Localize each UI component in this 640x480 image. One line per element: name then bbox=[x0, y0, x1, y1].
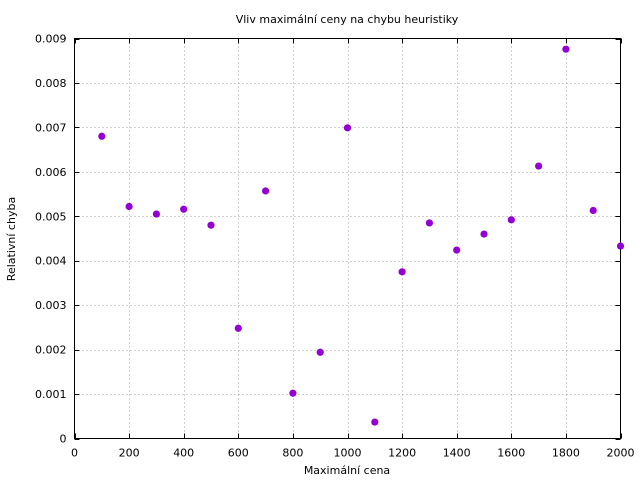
x-tick-label: 1800 bbox=[552, 447, 580, 460]
y-tick-label: 0.002 bbox=[35, 344, 67, 357]
chart-title: Vliv maximální ceny na chybu heuristiky bbox=[236, 13, 459, 26]
data-point bbox=[535, 162, 543, 170]
data-point bbox=[316, 348, 324, 356]
data-point bbox=[425, 219, 433, 227]
data-point bbox=[289, 389, 297, 397]
x-tick-label: 200 bbox=[119, 447, 140, 460]
tick-layer bbox=[74, 38, 622, 440]
x-tick-label: 0 bbox=[71, 447, 78, 460]
y-tick-label: 0.004 bbox=[35, 255, 67, 268]
y-tick-label: 0.009 bbox=[35, 33, 67, 46]
data-point bbox=[234, 324, 242, 332]
x-tick-label: 1000 bbox=[334, 447, 362, 460]
y-tick-label: 0.005 bbox=[35, 210, 67, 223]
x-tick-label: 1200 bbox=[388, 447, 416, 460]
data-point bbox=[152, 210, 160, 218]
data-point bbox=[262, 187, 270, 195]
data-point bbox=[616, 242, 625, 250]
data-point bbox=[480, 230, 488, 238]
y-tick-label: 0.007 bbox=[35, 121, 67, 134]
x-tick-label: 600 bbox=[228, 447, 249, 460]
x-tick-label: 1400 bbox=[443, 447, 471, 460]
data-points bbox=[98, 45, 625, 426]
data-point bbox=[589, 206, 597, 215]
data-point bbox=[398, 268, 406, 276]
x-tick-label: 800 bbox=[282, 447, 303, 460]
x-tick-label: 1600 bbox=[497, 447, 525, 460]
x-tick-label: 400 bbox=[173, 447, 194, 460]
y-tick-label: 0 bbox=[60, 433, 67, 446]
grid-layer bbox=[74, 38, 621, 439]
data-point bbox=[98, 132, 106, 140]
data-point bbox=[371, 418, 379, 426]
data-point bbox=[180, 205, 188, 213]
data-point bbox=[507, 216, 515, 224]
x-axis-title: Maximální cena bbox=[304, 464, 390, 477]
data-point bbox=[562, 45, 570, 53]
data-point bbox=[207, 221, 215, 229]
x-tick-label: 2000 bbox=[607, 447, 635, 460]
y-axis-title: Relativní chyba bbox=[5, 197, 18, 281]
x-tick-labels: 0 200 400 600 800 1000 1200 1400 1600 1800 2000 bbox=[71, 447, 635, 460]
y-tick-label: 0.001 bbox=[35, 388, 67, 401]
data-point bbox=[453, 246, 461, 254]
y-tick-labels: 0 0.001 0.002 0.003 0.004 0.005 0.006 0.007 0.00… bbox=[35, 33, 67, 446]
y-tick-label: 0.003 bbox=[35, 299, 67, 312]
plot-frame bbox=[74, 38, 621, 439]
data-point bbox=[343, 124, 352, 132]
data-point bbox=[125, 202, 133, 211]
y-tick-label: 0.008 bbox=[35, 77, 67, 90]
y-tick-label: 0.006 bbox=[35, 166, 67, 179]
